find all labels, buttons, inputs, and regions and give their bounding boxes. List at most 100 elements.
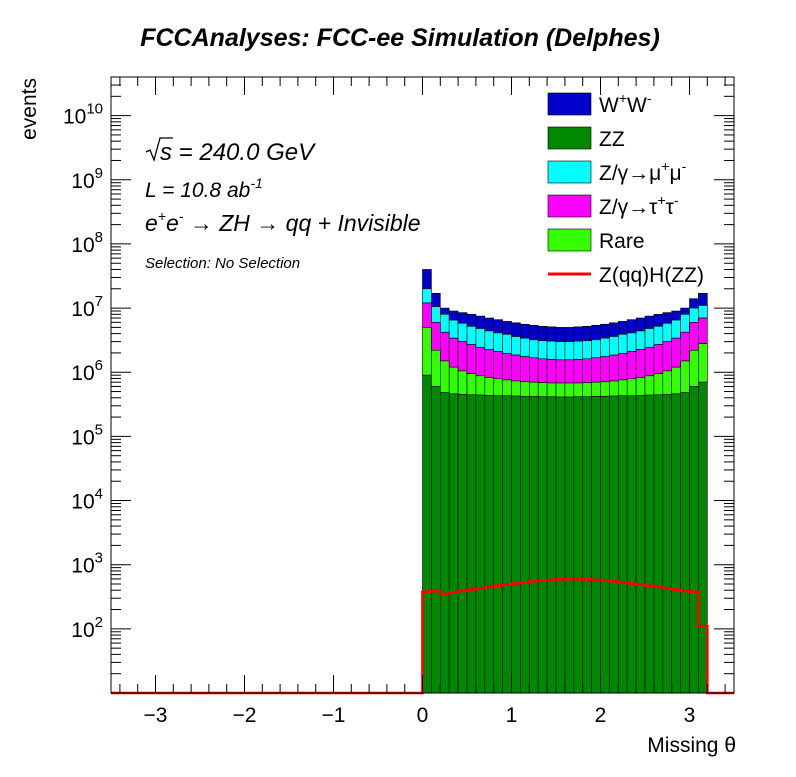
bar-ww-bin-10	[511, 322, 521, 337]
bar-rare-bin-30	[689, 349, 699, 387]
x-tick-label: 0	[417, 704, 429, 727]
bar-zz-bin-6	[475, 394, 486, 694]
bar-ww-bin-15	[555, 327, 566, 342]
bar-zmumu-bin-0	[422, 288, 432, 304]
bar-zz-bin-26	[653, 394, 664, 694]
bar-zmumu-bin-22	[617, 334, 628, 354]
y-tick-label: 1010	[63, 101, 103, 129]
bar-zmumu-bin-6	[475, 328, 486, 348]
legend-swatch-3	[547, 194, 592, 218]
bar-zmumu-bin-18	[582, 340, 592, 360]
bar-rare-bin-9	[502, 379, 512, 397]
bar-ww-bin-12	[528, 324, 539, 341]
chart-title: FCCAnalyses: FCC-ee Simulation (Delphes)	[140, 24, 660, 52]
process-minus: -	[179, 208, 184, 224]
bar-ww-bin-4	[457, 312, 468, 324]
bar-zmumu-bin-21	[609, 336, 619, 356]
process-rest: → ZH → qq + Invisible	[183, 210, 420, 236]
bar-zz-bin-13	[537, 396, 548, 694]
bar-rare-bin-6	[475, 375, 486, 396]
y-tick-label: 103	[71, 550, 103, 578]
bar-zmumu-bin-10	[511, 336, 521, 356]
legend-label-3: Z/γ→τ+τ-	[599, 192, 679, 219]
selection-annotation: Selection: No Selection	[145, 255, 300, 272]
bar-rare-bin-11	[520, 381, 530, 397]
bar-zz-bin-1	[431, 386, 441, 694]
y-tick-label: 105	[71, 421, 103, 449]
bar-zmumu-bin-11	[520, 337, 530, 357]
bar-rare-bin-24	[635, 377, 646, 396]
legend-swatch-4	[547, 228, 592, 252]
legend-label-2: Z/γ→μ+μ-	[599, 158, 687, 185]
bar-zz-bin-28	[671, 393, 681, 694]
bar-ztautau-bin-21	[609, 354, 619, 382]
bar-zz-bin-31	[698, 381, 708, 694]
bar-ztautau-bin-20	[600, 356, 610, 383]
signal-line	[111, 577, 734, 695]
bar-ww-bin-14	[546, 326, 557, 342]
bar-zz-bin-21	[609, 395, 619, 694]
bar-rare-bin-26	[653, 373, 664, 396]
bar-ww-bin-2	[439, 307, 450, 315]
x-axis-label: Missing θ	[647, 734, 736, 757]
bar-zmumu-bin-30	[689, 307, 699, 323]
bar-zmumu-bin-28	[671, 319, 681, 339]
legend-label-1: ZZ	[599, 128, 625, 151]
bar-zmumu-bin-1	[431, 306, 441, 323]
bar-rare-bin-8	[493, 378, 503, 397]
bar-zz-bin-14	[546, 396, 557, 694]
stacked-bars	[422, 269, 708, 694]
bar-ww-bin-28	[671, 310, 681, 321]
legend-swatch-2	[547, 160, 592, 184]
bar-zz-bin-5	[466, 394, 477, 694]
bar-zz-bin-30	[689, 386, 699, 694]
bar-zmumu-bin-17	[573, 340, 583, 360]
signal-step-line	[111, 577, 734, 695]
bar-zmumu-bin-7	[484, 330, 494, 350]
bar-ztautau-bin-28	[671, 337, 681, 368]
bar-rare-bin-22	[617, 379, 628, 397]
lumi-exp: -1	[250, 175, 262, 191]
bar-ww-bin-16	[564, 327, 575, 342]
bar-zmumu-bin-31	[698, 305, 708, 319]
bar-zmumu-bin-20	[600, 337, 610, 357]
bar-ww-bin-20	[600, 323, 610, 339]
y-axis-label: events	[18, 78, 41, 140]
bar-rare-bin-16	[564, 382, 575, 398]
bar-ztautau-bin-10	[511, 354, 521, 382]
bar-rare-bin-3	[448, 366, 459, 395]
bar-zmumu-bin-3	[448, 319, 459, 339]
axes: −3 −2 −1 0 1 2 3 102 103 104 105 106 107 108 109 1010	[63, 76, 734, 727]
bar-ztautau-bin-29	[680, 331, 690, 362]
bar-ww-bin-27	[662, 312, 672, 324]
bar-ww-bin-18	[582, 326, 592, 342]
bar-zmumu-bin-23	[626, 332, 637, 352]
legend-label-0: W+W-	[599, 90, 652, 117]
bar-rare-bin-4	[457, 370, 468, 395]
bar-zmumu-bin-2	[439, 313, 450, 333]
y-tick-label: 102	[71, 614, 103, 642]
bar-rare-bin-23	[626, 378, 637, 397]
svg-text:s = 240.0 GeV: s = 240.0 GeV	[160, 139, 316, 166]
legend-label-5: Z(qq)H(ZZ)	[599, 264, 704, 287]
bar-ztautau-bin-7	[484, 349, 494, 378]
x-tick-label: −3	[144, 704, 168, 727]
bar-ww-bin-17	[573, 326, 583, 342]
bar-ztautau-bin-18	[582, 358, 592, 383]
bar-rare-bin-13	[537, 382, 548, 398]
bar-ztautau-bin-23	[626, 351, 637, 380]
bar-zz-bin-20	[600, 396, 610, 694]
x-tick-label: 1	[506, 704, 518, 727]
bar-zz-bin-16	[564, 396, 575, 694]
process-plus: +	[158, 208, 166, 224]
bar-rare-bin-12	[528, 381, 539, 397]
y-tick-label: 104	[71, 486, 103, 514]
bar-rare-bin-7	[484, 377, 494, 396]
bar-zmumu-bin-27	[662, 322, 672, 342]
legend-swatch-0	[547, 92, 592, 116]
lumi-annotation: L = 10.8 ab-1	[145, 175, 263, 202]
bar-ztautau-bin-19	[591, 357, 601, 383]
bar-rare-bin-31	[698, 343, 708, 383]
bar-ztautau-bin-15	[555, 359, 566, 384]
